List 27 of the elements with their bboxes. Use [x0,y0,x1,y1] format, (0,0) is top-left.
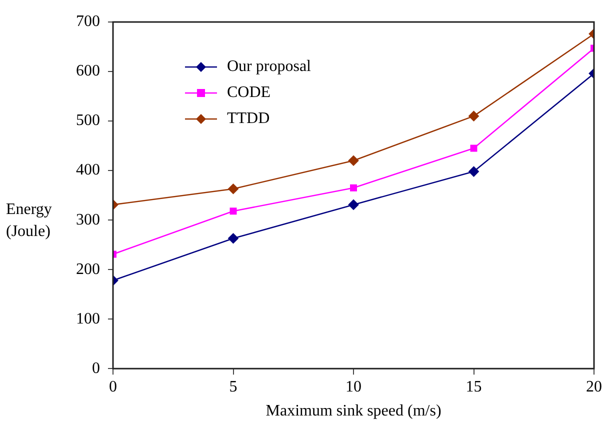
point [348,155,359,166]
y-tick-label: 600 [76,62,100,80]
point [468,166,479,177]
legend-label: TTDD [227,110,270,128]
point [348,200,359,210]
y-tick-label: 500 [76,112,100,130]
point [350,184,357,192]
x-axis-title: Maximum sink speed (m/s) [266,402,442,420]
point [228,233,238,244]
point [228,184,238,194]
y-tick-label: 300 [76,211,100,228]
y-tick-label: 400 [76,162,100,179]
legend-label: Our proposal [227,58,312,76]
x-tick-label: 5 [229,378,238,396]
point [468,110,479,122]
x-tick-label: 20 [586,378,602,396]
x-tick-label: 0 [109,378,117,396]
x-tick-label: 15 [466,378,482,396]
y-axis-title: Energy (Joule) [6,201,52,240]
point [470,144,478,152]
legend-label: CODE [227,84,271,102]
y-tick-label: 200 [76,260,100,278]
point [230,208,237,215]
x-tick-label: 10 [346,378,362,396]
y-tick-label: 0 [92,360,100,377]
y-tick-label: 100 [76,310,100,328]
y-tick-label: 700 [76,13,100,30]
